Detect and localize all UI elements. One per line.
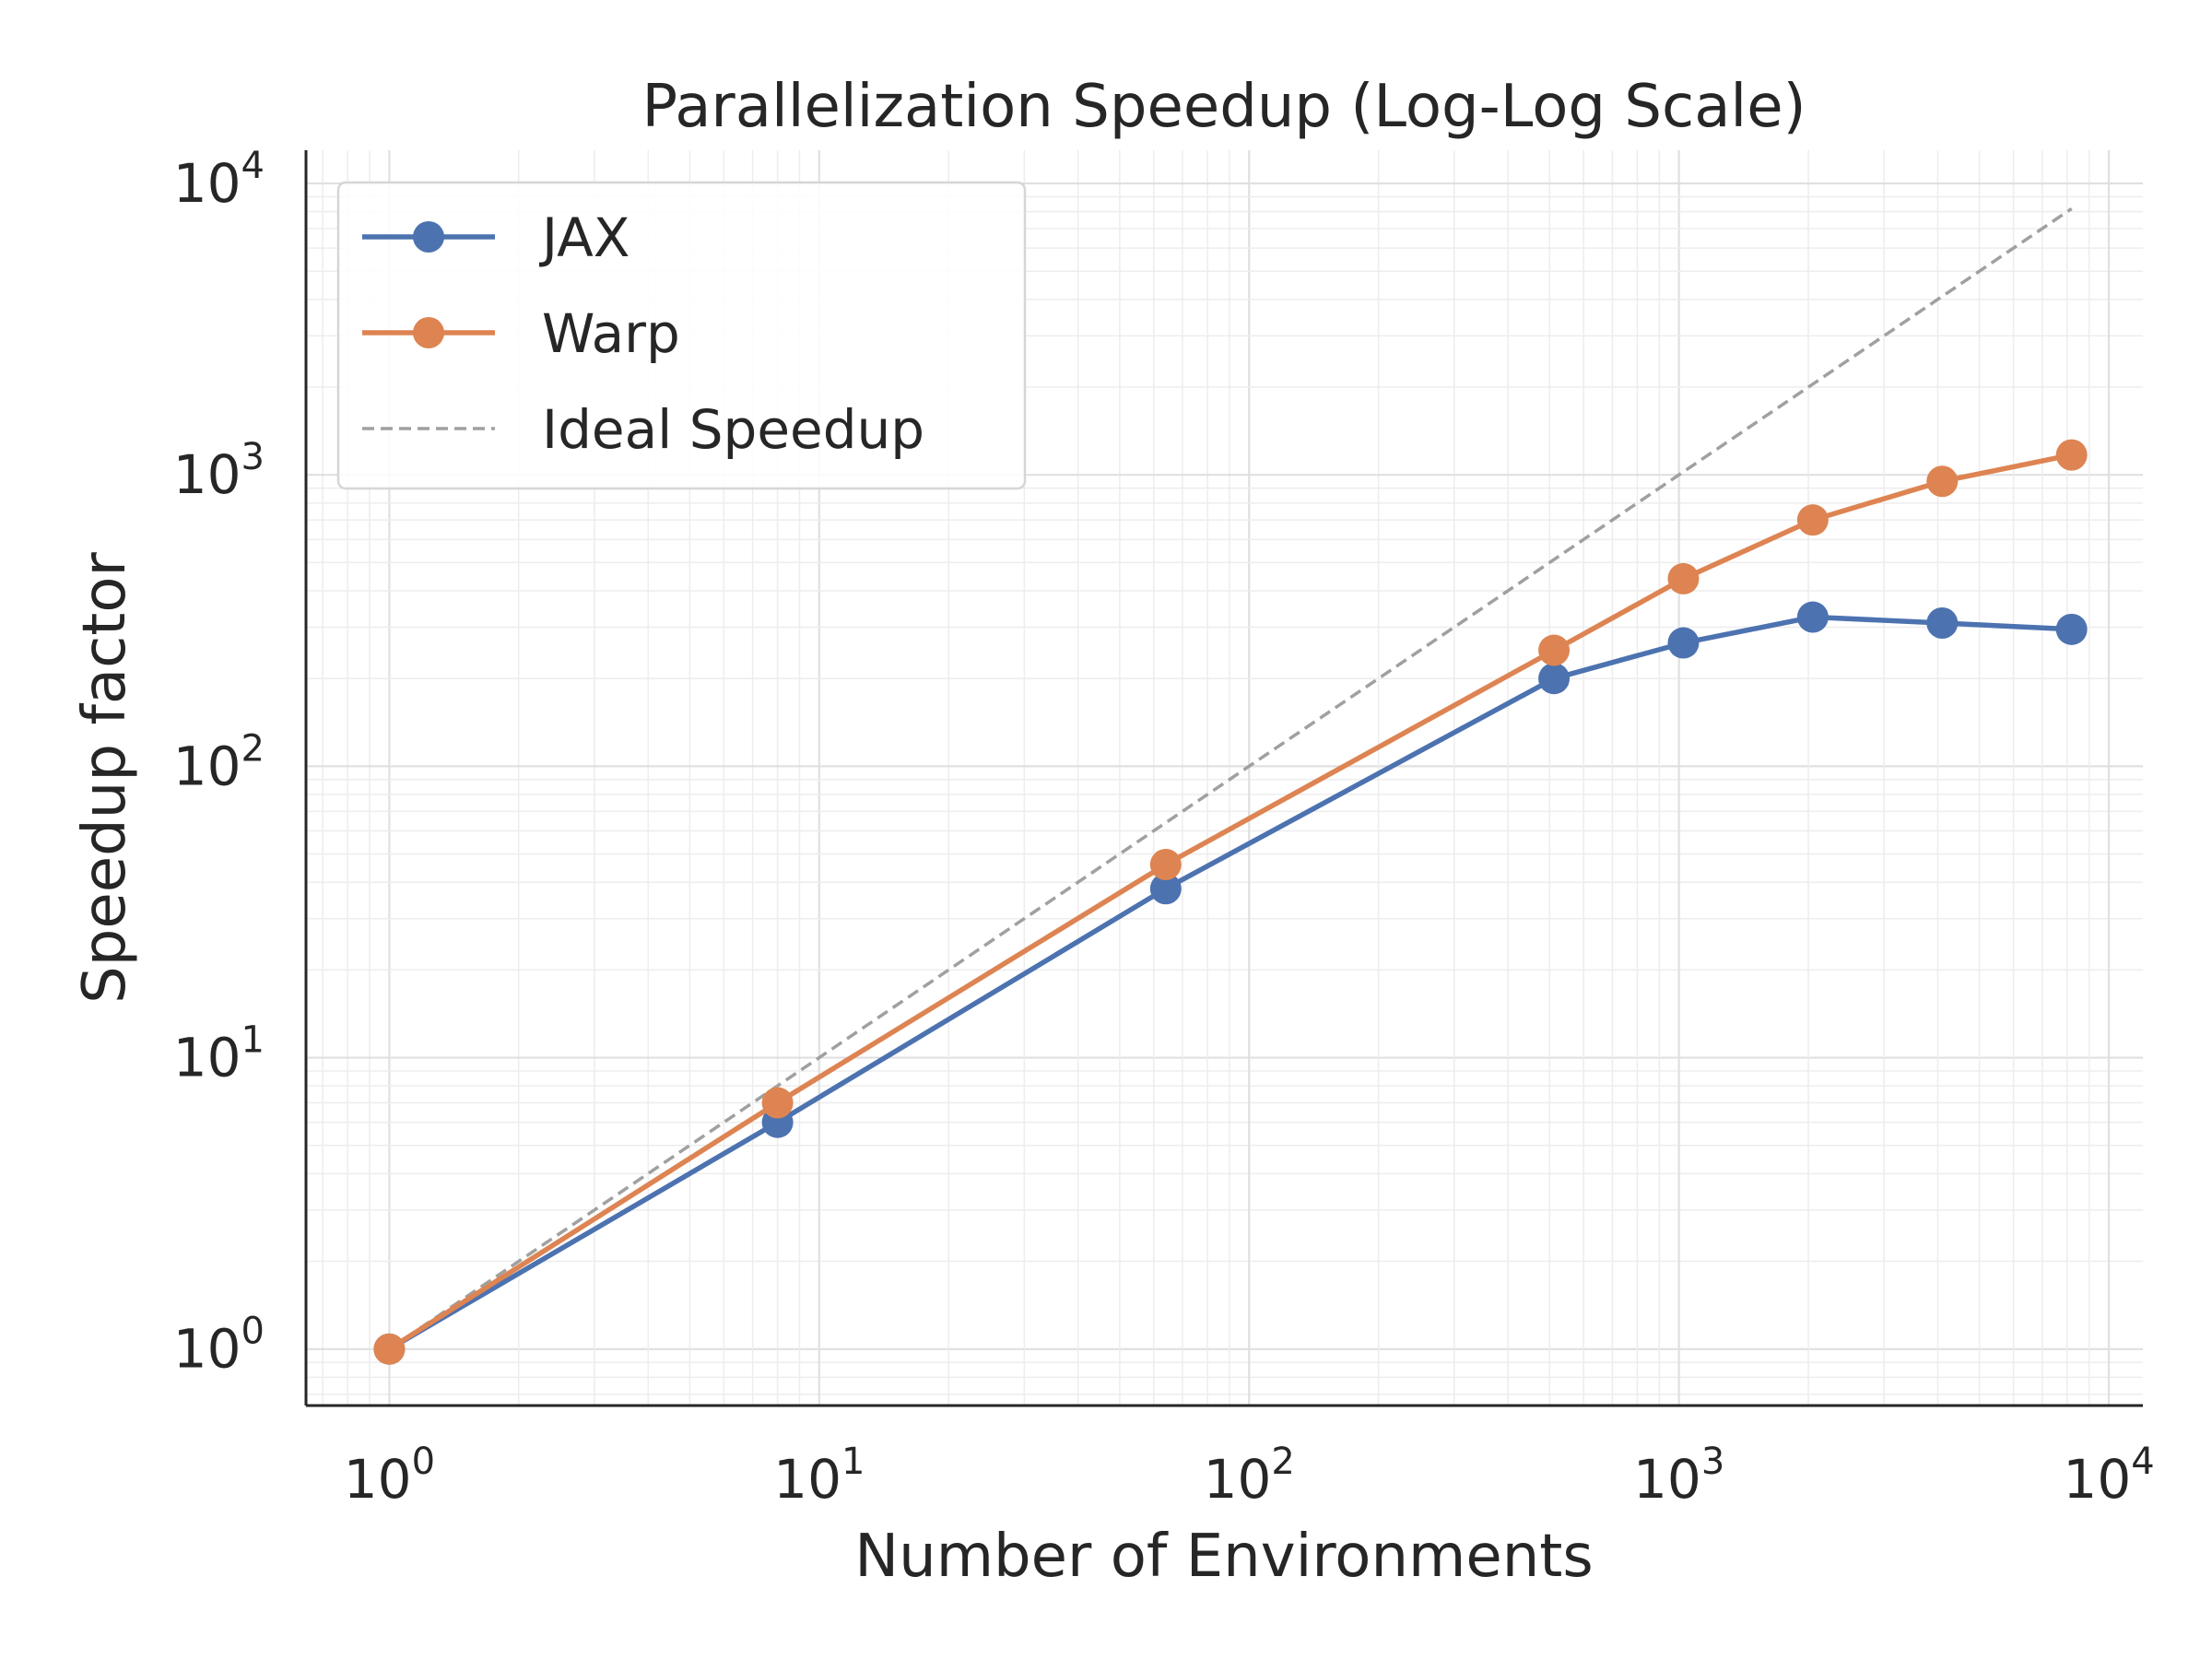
x-tick-label-base: 10	[1633, 1448, 1701, 1511]
y-tick-label-base: 10	[173, 1027, 241, 1089]
x-tick-label-exponent: 3	[1701, 1441, 1724, 1483]
data-point-jax	[1926, 607, 1959, 640]
x-tick-label: 103	[1633, 1441, 1724, 1511]
legend-label-ideal: Ideal Speedup	[542, 398, 924, 461]
x-tick-label-base: 10	[1204, 1448, 1272, 1511]
x-tick-label-base: 10	[2063, 1448, 2131, 1511]
series-line-jax	[386, 614, 2075, 1352]
x-tick-label-exponent: 1	[841, 1441, 865, 1483]
data-point-warp	[2055, 439, 2088, 471]
legend: JAX Warp Ideal Speedup	[336, 181, 1027, 490]
y-axis-label: Speedup factor	[71, 551, 139, 1003]
data-point-warp	[1149, 848, 1182, 880]
data-point-warp	[373, 1333, 406, 1365]
y-tick-label-base: 10	[173, 1318, 241, 1381]
x-tick-label-exponent: 0	[412, 1441, 435, 1483]
y-tick-label-exponent: 0	[241, 1311, 265, 1353]
data-point-jax	[1796, 601, 1829, 633]
data-point-warp	[761, 1087, 794, 1119]
y-tick-label: 103	[173, 436, 265, 506]
y-tick-label: 101	[173, 1019, 265, 1089]
legend-marker-warp	[413, 317, 444, 348]
y-tick-label: 104	[173, 145, 265, 215]
data-point-warp	[1538, 634, 1571, 666]
data-point-warp	[1796, 504, 1829, 536]
y-tick-label-base: 10	[173, 735, 241, 797]
x-tick-label: 100	[344, 1441, 435, 1511]
data-point-warp	[1926, 465, 1959, 498]
legend-label-warp: Warp	[542, 302, 680, 365]
data-point-jax	[1667, 627, 1700, 659]
x-tick-label: 104	[2063, 1441, 2154, 1511]
x-tick-label-exponent: 2	[1271, 1441, 1294, 1483]
y-tick-label-exponent: 2	[241, 727, 265, 770]
y-tick-label: 100	[173, 1311, 265, 1381]
y-tick-label-exponent: 4	[241, 145, 265, 187]
y-tick-label: 102	[173, 727, 265, 797]
data-point-jax	[1149, 873, 1182, 905]
y-tick-label-exponent: 3	[241, 436, 265, 478]
data-point-jax	[1538, 663, 1571, 695]
legend-label-jax: JAX	[539, 206, 630, 269]
chart-title: Parallelization Speedup (Log-Log Scale)	[641, 73, 1806, 141]
y-tick-label-base: 10	[173, 443, 241, 506]
legend-marker-jax	[413, 221, 444, 253]
x-tick-label-exponent: 4	[2131, 1441, 2154, 1483]
x-tick-label-base: 10	[344, 1448, 412, 1511]
legend-item-jax: JAX	[362, 206, 630, 269]
series-line-warp	[386, 452, 2075, 1352]
series-line-ideal-speedup	[388, 206, 2073, 1351]
y-tick-label-base: 10	[173, 152, 241, 215]
x-tick-label-base: 10	[773, 1448, 841, 1511]
legend-item-ideal: Ideal Speedup	[362, 398, 924, 461]
data-point-warp	[1667, 562, 1700, 594]
x-tick-labels: 100 101 102 103 104	[344, 1441, 2155, 1511]
x-tick-label: 101	[773, 1441, 865, 1511]
y-tick-label-exponent: 1	[241, 1019, 265, 1062]
series	[373, 206, 2088, 1365]
data-point-jax	[2055, 613, 2088, 645]
legend-item-warp: Warp	[362, 302, 680, 365]
legend-frame	[336, 181, 1027, 490]
x-tick-label: 102	[1204, 1441, 1295, 1511]
axes	[304, 150, 2143, 1407]
x-axis-label: Number of Environments	[854, 1523, 1593, 1591]
